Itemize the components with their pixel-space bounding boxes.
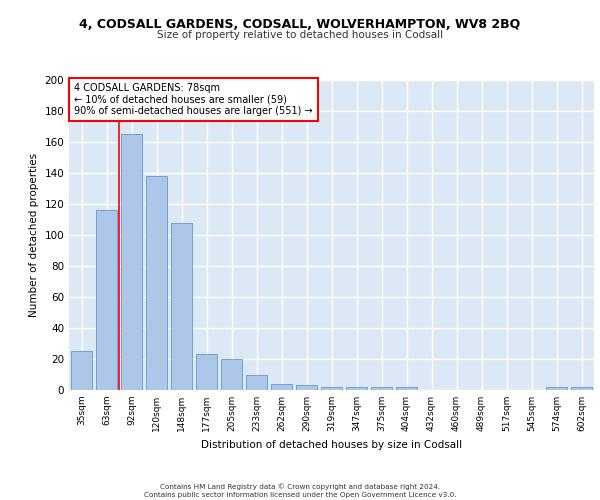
Bar — [146, 176, 167, 390]
Bar — [246, 374, 267, 390]
Bar — [321, 387, 342, 390]
Bar — [96, 210, 117, 390]
Bar — [196, 354, 217, 390]
Text: 4, CODSALL GARDENS, CODSALL, WOLVERHAMPTON, WV8 2BQ: 4, CODSALL GARDENS, CODSALL, WOLVERHAMPT… — [79, 18, 521, 30]
Bar — [571, 387, 592, 390]
Bar — [396, 387, 417, 390]
Text: Contains HM Land Registry data © Crown copyright and database right 2024.
Contai: Contains HM Land Registry data © Crown c… — [144, 484, 456, 498]
Text: Size of property relative to detached houses in Codsall: Size of property relative to detached ho… — [157, 30, 443, 40]
Bar — [346, 387, 367, 390]
X-axis label: Distribution of detached houses by size in Codsall: Distribution of detached houses by size … — [201, 440, 462, 450]
Y-axis label: Number of detached properties: Number of detached properties — [29, 153, 39, 317]
Bar — [221, 359, 242, 390]
Bar — [271, 384, 292, 390]
Bar — [371, 387, 392, 390]
Bar — [171, 222, 192, 390]
Bar — [121, 134, 142, 390]
Bar — [546, 387, 567, 390]
Text: 4 CODSALL GARDENS: 78sqm
← 10% of detached houses are smaller (59)
90% of semi-d: 4 CODSALL GARDENS: 78sqm ← 10% of detach… — [74, 83, 313, 116]
Bar — [71, 351, 92, 390]
Bar — [296, 386, 317, 390]
